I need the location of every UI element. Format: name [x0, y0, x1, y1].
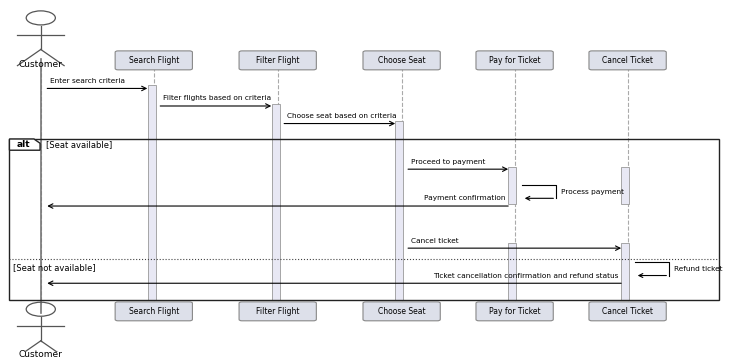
FancyBboxPatch shape — [589, 51, 666, 70]
Bar — [271, 104, 279, 300]
Text: Search Flight: Search Flight — [129, 307, 179, 316]
FancyBboxPatch shape — [476, 51, 553, 70]
FancyBboxPatch shape — [363, 302, 440, 321]
Text: Cancel Ticket: Cancel Ticket — [602, 56, 653, 65]
Text: Customer: Customer — [19, 350, 62, 359]
Text: Proceed to payment: Proceed to payment — [411, 159, 486, 165]
Bar — [621, 167, 629, 204]
Text: Refund ticket: Refund ticket — [673, 266, 722, 272]
Text: alt: alt — [17, 140, 30, 149]
Text: Filter Flight: Filter Flight — [256, 56, 299, 65]
FancyBboxPatch shape — [476, 302, 553, 321]
Text: Cancel Ticket: Cancel Ticket — [602, 307, 653, 316]
Text: Ticket cancellation confirmation and refund status: Ticket cancellation confirmation and ref… — [433, 273, 618, 279]
Text: Choose Seat: Choose Seat — [378, 56, 426, 65]
Text: Pay for Ticket: Pay for Ticket — [489, 56, 540, 65]
Text: Cancel ticket: Cancel ticket — [411, 238, 459, 244]
FancyBboxPatch shape — [363, 51, 440, 70]
Bar — [509, 167, 517, 204]
Text: [Seat not available]: [Seat not available] — [13, 263, 96, 272]
Bar — [509, 243, 517, 300]
Text: Pay for Ticket: Pay for Ticket — [489, 307, 540, 316]
Text: Search Flight: Search Flight — [129, 56, 179, 65]
FancyBboxPatch shape — [239, 51, 316, 70]
FancyBboxPatch shape — [239, 302, 316, 321]
FancyBboxPatch shape — [115, 51, 193, 70]
Text: [Seat available]: [Seat available] — [46, 140, 112, 149]
Text: Enter search criteria: Enter search criteria — [50, 78, 125, 84]
Bar — [10, 139, 720, 300]
FancyBboxPatch shape — [589, 302, 666, 321]
Bar — [621, 243, 629, 300]
Text: Filter Flight: Filter Flight — [256, 307, 299, 316]
Text: Filter flights based on criteria: Filter flights based on criteria — [163, 95, 271, 102]
Text: Customer: Customer — [19, 60, 62, 69]
Bar — [395, 121, 404, 300]
Polygon shape — [10, 139, 40, 150]
Text: Process payment: Process payment — [561, 189, 623, 195]
Bar — [148, 85, 156, 300]
FancyBboxPatch shape — [115, 302, 193, 321]
Text: Choose seat based on criteria: Choose seat based on criteria — [287, 113, 397, 119]
Text: Payment confirmation: Payment confirmation — [423, 195, 505, 202]
Text: Choose Seat: Choose Seat — [378, 307, 426, 316]
